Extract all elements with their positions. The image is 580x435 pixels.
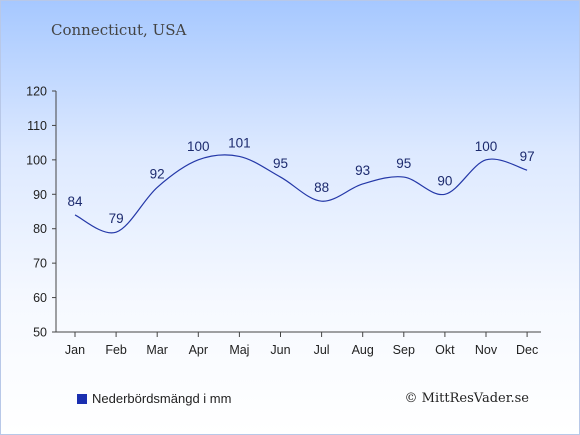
data-label: 90: [437, 173, 452, 188]
y-tick-label: 110: [27, 119, 47, 133]
data-label: 101: [228, 135, 251, 150]
data-label: 95: [273, 156, 288, 171]
legend-swatch: [77, 393, 87, 404]
y-tick-label: 100: [26, 153, 47, 167]
x-tick-label: Apr: [189, 343, 208, 357]
x-tick-label: Aug: [352, 343, 374, 357]
x-tick-label: Dec: [516, 343, 538, 357]
x-tick-label: Nov: [475, 343, 498, 357]
data-label: 92: [150, 166, 165, 181]
x-tick-label: Jan: [65, 343, 85, 357]
legend: Nederbördsmängd i mm: [77, 391, 231, 406]
credit-text: © MittResVader.se: [404, 391, 529, 406]
data-label: 79: [109, 211, 124, 226]
x-tick-label: Sep: [393, 343, 415, 357]
y-tick-label: 50: [33, 326, 47, 340]
x-tick-label: Jun: [270, 343, 290, 357]
data-label: 88: [314, 180, 329, 195]
x-tick-label: Okt: [435, 343, 455, 357]
y-tick-label: 80: [33, 222, 47, 236]
chart-title: Connecticut, USA: [51, 21, 187, 39]
data-label: 97: [520, 149, 535, 164]
y-tick-label: 120: [26, 85, 47, 99]
x-tick-label: Maj: [229, 343, 249, 357]
series-line: [74, 154, 528, 234]
y-tick-label: 90: [33, 188, 47, 202]
y-tick-label: 60: [33, 291, 47, 305]
data-label: 93: [355, 163, 370, 178]
data-label: 95: [396, 156, 411, 171]
data-label: 84: [67, 194, 83, 209]
x-tick-label: Feb: [105, 343, 127, 357]
x-tick-label: Jul: [314, 343, 330, 357]
legend-label: Nederbördsmängd i mm: [92, 391, 232, 406]
data-label: 100: [187, 139, 210, 154]
data-label: 100: [475, 139, 498, 154]
y-tick-label: 70: [33, 257, 47, 271]
x-tick-label: Mar: [146, 343, 168, 357]
